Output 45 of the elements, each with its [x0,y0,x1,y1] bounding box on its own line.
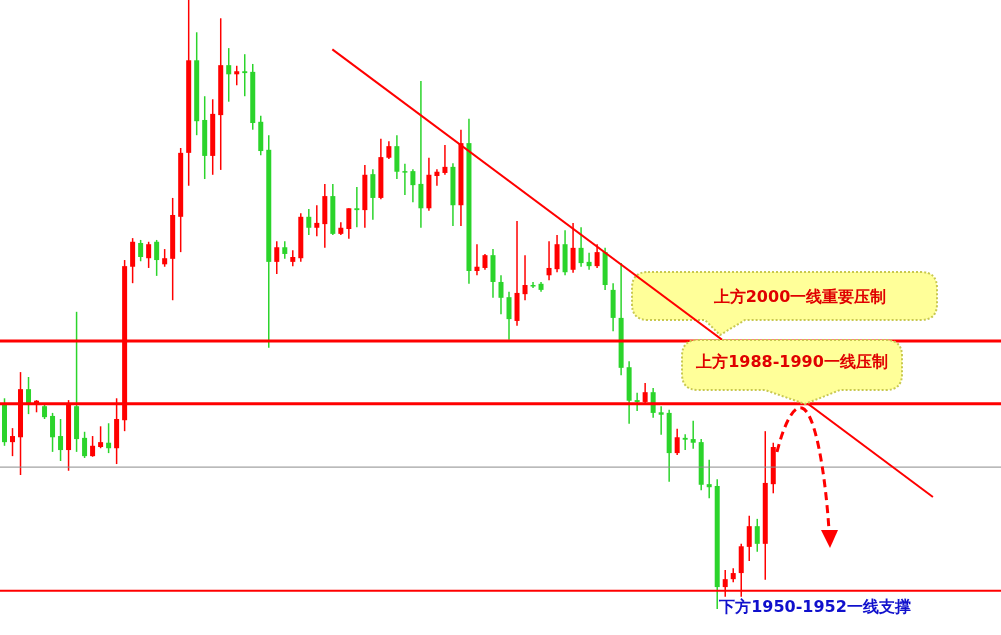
candlestick [586,251,592,271]
candlestick [658,405,664,436]
candlestick [546,240,552,281]
candlestick [354,186,360,228]
candlestick [706,459,712,499]
candlestick [402,163,408,196]
candlestick [10,427,16,457]
candlestick [754,518,760,553]
candlestick [26,376,32,415]
candlestick [522,254,528,301]
candlestick [690,420,696,450]
candlestick [570,222,576,274]
annotation: 上方1988-1990一线压制 [695,352,888,371]
candlestick [82,431,88,459]
candlestick [234,65,240,87]
candlestick [506,290,512,341]
candlestick [578,226,584,268]
candlestick [106,422,112,454]
candlestick [58,418,64,462]
candlestick [474,243,480,277]
candlestick [146,241,152,269]
candlestick [274,240,280,275]
candlestick [90,435,96,458]
candlestick [434,168,440,187]
candlestick [370,168,376,221]
candlestick [306,208,312,236]
candlestick [154,239,160,277]
candlestick [746,515,752,562]
candlestick [634,392,640,412]
candlestick [314,204,320,238]
candlestick [290,249,296,267]
candlestick [410,168,416,203]
candlestick [242,53,248,97]
candlestick [138,239,144,263]
candlestick [682,433,688,451]
candlestick [346,207,352,240]
candlestick [498,274,504,315]
candlestick [50,412,56,453]
annotation: 上方2000一线重要压制 [712,287,887,306]
candlestick [98,425,104,449]
candlestick [594,243,600,269]
candlestick [442,144,448,176]
candlestick [226,47,232,103]
candlestick [674,427,680,456]
annotation: 下方1950-1952一线支撑 [718,597,911,616]
